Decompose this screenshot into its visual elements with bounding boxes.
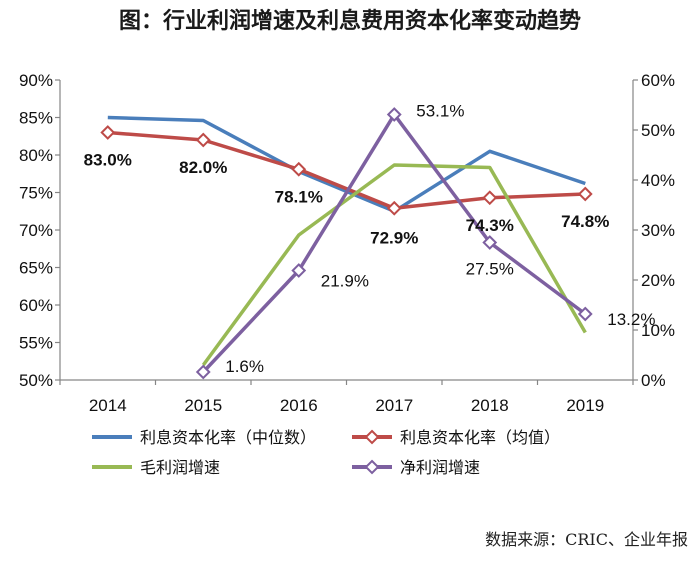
x-tick-label: 2018 xyxy=(471,396,509,415)
legend-item-gross: 毛利润增速 xyxy=(92,458,220,477)
data-point-mean xyxy=(482,190,498,206)
left-axis-ticks: 50% 55% 60% 65% 70% 75% 80% 85% 90% xyxy=(19,71,60,390)
data-point-mean xyxy=(100,125,116,140)
legend-marker-net xyxy=(364,459,380,475)
data-point-net xyxy=(386,107,402,122)
data-label-mean: 83.0% xyxy=(84,151,132,170)
right-tick-label: 0% xyxy=(641,371,666,390)
data-point-mean xyxy=(195,132,211,148)
legend-item-median: 利息资本化率（中位数） xyxy=(92,428,316,447)
right-axis-ticks: 0% 10% 20% 30% 40% 50% 60% xyxy=(633,71,675,390)
data-label-net: 21.9% xyxy=(321,272,369,291)
legend-label-median: 利息资本化率（中位数） xyxy=(140,428,316,447)
data-point-net xyxy=(577,306,593,322)
legend: 利息资本化率（中位数） 利息资本化率（均值） 毛利润增速 净利润增速 xyxy=(92,428,560,477)
right-tick-label: 40% xyxy=(641,171,675,190)
data-point-net xyxy=(291,263,307,278)
data-label-mean: 72.9% xyxy=(370,228,418,247)
axes xyxy=(59,80,634,381)
data-point-mean xyxy=(291,161,307,177)
left-tick-label: 65% xyxy=(19,259,53,278)
series-line-gross xyxy=(201,163,587,367)
x-tick-label: 2015 xyxy=(184,396,222,415)
data-label-net: 27.5% xyxy=(466,260,514,279)
right-tick-label: 60% xyxy=(641,71,675,90)
chart-title: 图：行业利润增速及利息费用资本化率变动趋势 xyxy=(119,8,581,34)
data-label-net: 1.6% xyxy=(225,357,264,376)
right-tick-label: 50% xyxy=(641,121,675,140)
x-tick-label: 2019 xyxy=(566,396,604,415)
data-label-net: 13.2% xyxy=(607,310,655,329)
data-point-net xyxy=(482,235,498,250)
legend-marker-mean xyxy=(364,429,380,445)
left-tick-label: 55% xyxy=(19,334,53,353)
data-point-mean xyxy=(577,186,593,202)
x-tick-label: 2016 xyxy=(280,396,318,415)
x-axis-ticks: 2014 2015 2016 2017 2018 2019 xyxy=(59,380,634,415)
legend-item-net: 净利润增速 xyxy=(352,458,480,477)
left-tick-label: 50% xyxy=(19,371,53,390)
right-tick-label: 30% xyxy=(641,221,675,240)
x-tick-label: 2017 xyxy=(375,396,413,415)
left-tick-label: 80% xyxy=(19,146,53,165)
data-point-mean xyxy=(386,200,402,216)
right-tick-label: 10% xyxy=(641,321,675,340)
legend-label-gross: 毛利润增速 xyxy=(140,458,220,477)
series-layer xyxy=(100,107,593,380)
legend-label-net: 净利润增速 xyxy=(400,458,480,477)
left-tick-label: 60% xyxy=(19,296,53,315)
legend-label-mean: 利息资本化率（均值） xyxy=(400,428,560,447)
left-tick-label: 85% xyxy=(19,109,53,128)
data-label-mean: 82.0% xyxy=(179,158,227,177)
data-labels: 83.0% 82.0% 78.1% 72.9% 74.3% 74.8% 1.6% 21.9% 5… xyxy=(84,102,656,377)
data-label-mean: 74.8% xyxy=(561,212,609,231)
x-tick-label: 2014 xyxy=(89,396,127,415)
data-label-mean: 74.3% xyxy=(466,216,514,235)
left-tick-label: 75% xyxy=(19,184,53,203)
right-tick-label: 20% xyxy=(641,271,675,290)
left-tick-label: 70% xyxy=(19,221,53,240)
data-point-net xyxy=(195,364,211,380)
data-label-mean: 78.1% xyxy=(275,187,323,206)
data-label-net: 53.1% xyxy=(416,102,464,121)
left-tick-label: 90% xyxy=(19,71,53,90)
source-note: 数据来源：CRIC、企业年报 xyxy=(485,530,688,549)
legend-item-mean: 利息资本化率（均值） xyxy=(352,428,560,447)
